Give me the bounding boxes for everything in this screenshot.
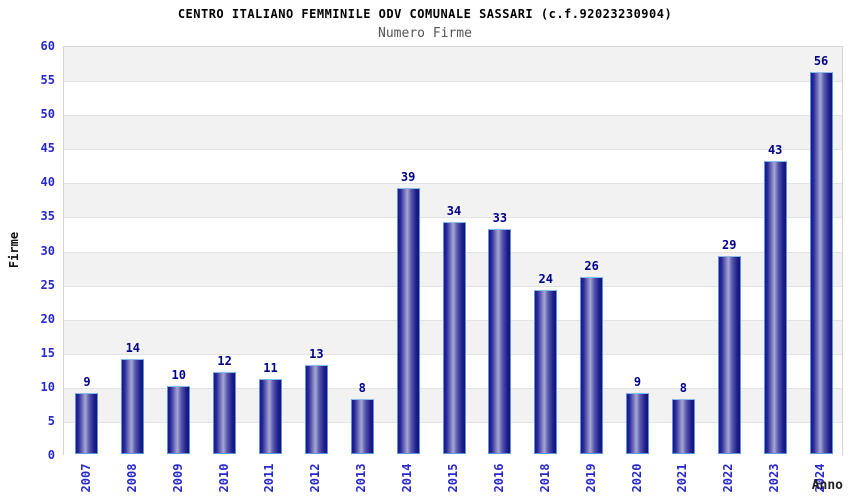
gridline [64,81,842,83]
bar-value-2012: 13 [309,347,324,362]
bar-value-2023: 43 [767,142,783,157]
plot-band [64,149,842,184]
y-tick-label: 55 [40,73,55,88]
bar-2013 [350,399,374,454]
gridline [64,217,842,219]
bar-value-2018: 24 [538,272,553,287]
x-tick-label-2015: 2015 [446,463,460,493]
y-tick-label: 50 [40,107,55,122]
y-tick-label: 25 [40,277,55,292]
y-tick-label: 40 [40,175,55,190]
bar-2023 [763,160,787,454]
bar-2024 [809,72,833,454]
bar-2016 [488,229,512,454]
bar-2011 [258,379,282,454]
y-tick-label: 10 [40,379,55,394]
bar-2012 [304,365,328,454]
bar-value-2022: 29 [722,238,737,253]
y-tick-label: 20 [40,311,55,326]
bar-value-2014: 39 [400,170,416,185]
x-tick-label-2011: 2011 [262,463,277,493]
x-tick-label-2009: 2009 [170,463,185,493]
x-tick-label-2010: 2010 [216,463,231,493]
x-tick-label-2014: 2014 [400,463,415,493]
bar-value-2021: 8 [679,381,688,396]
bar-2021 [671,399,695,454]
y-tick-label: 30 [40,243,55,258]
bar-value-2016: 33 [492,211,508,226]
x-tick-label-2012: 2012 [308,463,323,493]
bar-value-2007: 9 [83,374,91,389]
bar-2014 [396,188,420,454]
bar-2008 [121,358,145,454]
bar-2007 [75,392,99,454]
chart-subtitle: Numero Firme [378,26,472,41]
x-tick-label-2018: 2018 [537,463,552,493]
bar-value-2024: 56 [813,54,829,69]
chart-title: CENTRO ITALIANO FEMMINILE ODV COMUNALE S… [177,7,673,21]
y-tick-label: 45 [40,141,55,156]
x-tick-label-2022: 2022 [721,463,736,493]
gridline [64,115,842,117]
bar-value-2019: 26 [584,258,599,273]
bar-2020 [626,392,650,454]
bar-2022 [717,256,741,454]
x-tick-label-2019: 2019 [583,463,598,493]
bar-value-2013: 8 [358,381,366,396]
plot-band [64,47,842,82]
y-tick-label: 60 [40,39,55,53]
gridline [64,183,842,185]
bar-2015 [442,222,466,454]
x-axis-title: Anno [811,478,843,493]
bar-value-2008: 14 [125,340,141,355]
plot-band [64,81,842,116]
bar-value-2009: 10 [171,367,186,382]
x-tick-label-2007: 2007 [78,463,93,493]
bar-2010 [213,372,237,454]
y-tick-label: 5 [47,413,55,428]
plot-area: 9 14 10 12 11 13 8 39 34 33 24 26 9 8 29 43 56 [63,46,843,456]
x-tick-label-2008: 2008 [124,463,139,493]
bar-value-2020: 9 [633,374,642,389]
bar-2009 [167,385,191,454]
bar-2018 [534,290,558,454]
y-tick-label: 0 [47,448,55,462]
bar-2019 [580,276,604,454]
bar-value-2010: 12 [217,354,232,369]
x-tick-label-2013: 2013 [354,463,369,493]
x-tick-label-2020: 2020 [629,463,644,493]
x-tick-label-2023: 2023 [767,463,782,493]
y-tick-label: 15 [40,345,55,360]
x-tick-label-2021: 2021 [675,463,690,493]
x-tick-label-2016: 2016 [491,463,506,493]
bar-value-2015: 34 [446,204,462,219]
plot-band [64,183,842,218]
y-tick-label: 35 [40,209,55,224]
plot-band [64,115,842,150]
bar-value-2011: 11 [263,361,278,376]
gridline [64,149,842,151]
